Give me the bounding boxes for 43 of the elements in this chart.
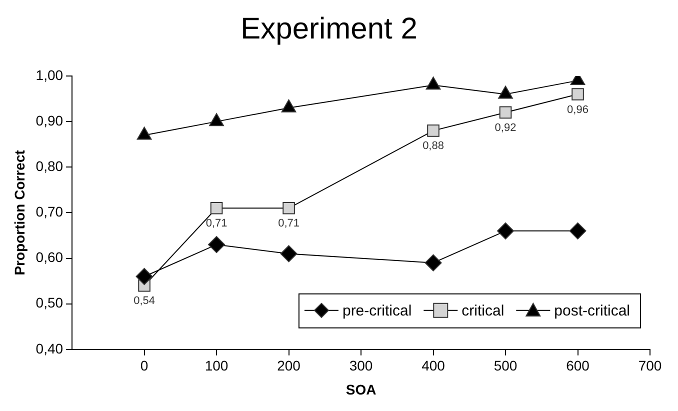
point bbox=[497, 222, 514, 240]
y-tick-label: 0,40 bbox=[36, 340, 64, 356]
point bbox=[424, 254, 442, 272]
y-tick-label: 0,60 bbox=[36, 249, 64, 266]
y-tick-label: 0,70 bbox=[36, 204, 64, 220]
point bbox=[208, 236, 226, 254]
y-tick-label: 0,90 bbox=[36, 112, 64, 128]
point bbox=[281, 99, 296, 112]
y-tick-label: 0,50 bbox=[36, 294, 64, 311]
x-tick-label: 700 bbox=[638, 358, 662, 374]
legend-label: critical bbox=[462, 302, 504, 320]
legend-label: pre-critical bbox=[342, 302, 412, 320]
point bbox=[427, 124, 440, 137]
x-tick-label: 400 bbox=[422, 358, 446, 374]
x-tick-label: 500 bbox=[494, 358, 518, 374]
data-label: 0,54 bbox=[134, 295, 156, 308]
point bbox=[499, 106, 512, 119]
x-tick-label: 600 bbox=[566, 358, 590, 374]
data-label: 0,71 bbox=[278, 218, 300, 230]
y-tick-label: 0,80 bbox=[36, 158, 64, 174]
point bbox=[426, 76, 441, 90]
chart-title: Experiment 2 bbox=[240, 12, 418, 46]
legend-label: post-critical bbox=[554, 302, 630, 320]
data-label: 0,71 bbox=[206, 218, 228, 230]
x-tick-label: 100 bbox=[204, 358, 228, 374]
x-axis-title: SOA bbox=[346, 381, 376, 398]
x-tick-label: 0 bbox=[140, 358, 148, 374]
point bbox=[136, 268, 153, 285]
point bbox=[210, 202, 223, 214]
data-label: 0,96 bbox=[567, 104, 588, 116]
point bbox=[136, 126, 152, 140]
point bbox=[282, 202, 295, 214]
x-tick-label: 200 bbox=[277, 358, 301, 374]
y-axis-title: Proportion Correct bbox=[11, 150, 28, 276]
data-label: 0,88 bbox=[422, 140, 444, 152]
y-tick-label: 1,00 bbox=[36, 66, 64, 83]
point bbox=[498, 86, 513, 99]
point bbox=[572, 88, 584, 100]
data-label: 0,92 bbox=[494, 122, 516, 134]
point bbox=[569, 222, 586, 240]
x-tick-label: 300 bbox=[349, 358, 373, 374]
point bbox=[209, 113, 224, 126]
point bbox=[280, 245, 298, 262]
